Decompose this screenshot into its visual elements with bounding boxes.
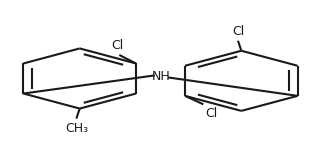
Text: Cl: Cl	[205, 107, 217, 120]
Text: CH₃: CH₃	[65, 122, 88, 135]
Text: Cl: Cl	[232, 25, 244, 38]
Text: NH: NH	[151, 70, 170, 83]
Text: Cl: Cl	[112, 39, 124, 52]
